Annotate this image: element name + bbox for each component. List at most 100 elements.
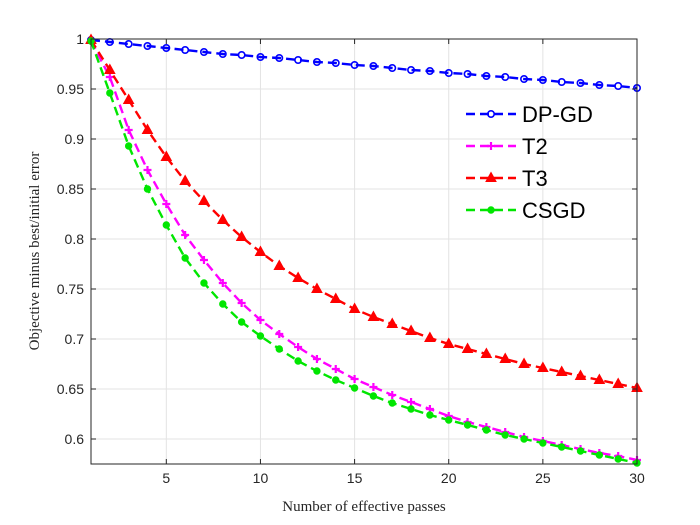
data-point-triangle xyxy=(518,357,530,368)
data-point-circle xyxy=(237,50,246,59)
data-point-triangle xyxy=(442,337,455,348)
legend-entry-t3: T3 xyxy=(466,166,548,191)
data-point-circle xyxy=(124,39,133,48)
data-point-plus xyxy=(124,126,133,134)
y-tick-label: 0.7 xyxy=(65,331,85,347)
data-point-triangle xyxy=(160,150,173,161)
data-point-circle xyxy=(294,55,303,64)
data-point-triangle xyxy=(329,292,342,303)
data-point-dot xyxy=(482,426,491,434)
data-point-circle xyxy=(595,81,604,90)
data-point-dot xyxy=(219,300,227,308)
plot-frame xyxy=(90,38,638,465)
data-point-plus xyxy=(105,73,114,81)
data-point-circle xyxy=(218,49,227,58)
data-point-triangle xyxy=(612,377,625,388)
data-point-triangle xyxy=(311,282,323,293)
data-point-dot xyxy=(614,455,622,463)
data-point-triangle xyxy=(593,373,606,384)
data-point-circle xyxy=(576,79,585,88)
data-point-dot xyxy=(463,421,472,429)
data-point-plus xyxy=(218,279,227,287)
axis-ticks: 5 10 15 20 25 30 0.6 0.65 0.7 0.75 0.8 0.85 0.9 0.95 1 xyxy=(57,31,645,486)
data-point-circle xyxy=(162,43,171,52)
data-point-plus xyxy=(237,299,246,307)
legend-entry-dp-gd: DP-GD xyxy=(466,102,593,127)
data-point-circle xyxy=(557,78,566,87)
data-point-dot xyxy=(501,431,509,439)
data-point-circle xyxy=(425,67,434,76)
series-line xyxy=(89,39,638,390)
data-point-plus xyxy=(294,343,303,351)
data-point-dot xyxy=(143,185,152,193)
data-point-dot xyxy=(200,279,208,287)
data-point-circle xyxy=(482,72,491,81)
y-tick-label: 0.85 xyxy=(57,181,84,197)
series-line xyxy=(89,40,638,465)
data-point-dot xyxy=(313,367,321,375)
data-point-circle xyxy=(312,57,321,66)
series-t3 xyxy=(85,33,643,392)
y-axis-label: Objective minus best/initial error xyxy=(27,152,43,351)
y-tick-label: 0.65 xyxy=(57,381,84,397)
data-point-triangle xyxy=(235,230,248,241)
data-point-triangle xyxy=(555,365,568,376)
data-point-dot xyxy=(350,384,359,392)
y-tick-label: 0.95 xyxy=(57,81,84,97)
data-point-triangle xyxy=(386,317,399,328)
legend-label: T2 xyxy=(522,134,548,159)
data-point-dot xyxy=(275,345,283,353)
legend-label: CSGD xyxy=(522,198,586,223)
data-point-triangle xyxy=(292,271,304,282)
data-point-circle xyxy=(350,60,359,69)
data-point-triangle xyxy=(216,213,229,224)
data-point-dot xyxy=(124,142,133,150)
data-point-plus xyxy=(369,383,378,391)
x-tick-label: 30 xyxy=(629,470,645,486)
data-point-circle xyxy=(143,41,152,50)
data-point-triangle xyxy=(141,123,154,134)
data-point-circle xyxy=(369,61,378,70)
data-point-triangle xyxy=(103,63,116,74)
data-point-circle xyxy=(256,52,265,61)
y-tick-label: 0.9 xyxy=(65,131,85,147)
data-point-triangle xyxy=(485,171,497,182)
data-point-circle xyxy=(501,73,510,82)
data-point-triangle xyxy=(273,259,286,270)
x-tick-label: 10 xyxy=(253,470,269,486)
data-point-triangle xyxy=(122,93,135,104)
data-point-dot xyxy=(407,405,415,413)
x-tick-label: 25 xyxy=(535,470,551,486)
data-point-plus xyxy=(407,398,416,406)
data-point-circle xyxy=(463,70,472,79)
data-point-plus xyxy=(388,391,397,399)
x-tick-label: 20 xyxy=(441,470,457,486)
data-point-dot xyxy=(576,447,585,455)
data-point-dot xyxy=(520,435,528,443)
legend-label: T3 xyxy=(522,166,548,191)
data-point-triangle xyxy=(537,361,549,372)
data-point-circle xyxy=(520,75,529,84)
data-point-dot xyxy=(539,439,547,447)
data-point-plus xyxy=(199,256,208,264)
data-point-circle xyxy=(199,47,208,56)
data-point-plus xyxy=(350,375,359,383)
series-csgd xyxy=(87,37,641,467)
x-axis-label: Number of effective passes xyxy=(282,499,446,515)
legend-entry-csgd: CSGD xyxy=(466,198,586,223)
data-point-triangle xyxy=(574,369,587,380)
data-point-dot xyxy=(595,451,604,459)
data-point-triangle xyxy=(424,331,436,342)
data-point-dot xyxy=(369,392,378,400)
data-point-triangle xyxy=(254,245,267,256)
data-point-dot xyxy=(294,357,302,365)
data-point-plus xyxy=(275,330,284,338)
series-dp-gd xyxy=(87,35,641,93)
legend-label: DP-GD xyxy=(522,102,593,127)
data-point-circle xyxy=(538,76,547,85)
legend-entry-t2: T2 xyxy=(466,134,548,159)
data-point-triangle xyxy=(499,352,512,363)
data-point-circle xyxy=(275,53,284,62)
data-point-dot xyxy=(445,416,453,424)
